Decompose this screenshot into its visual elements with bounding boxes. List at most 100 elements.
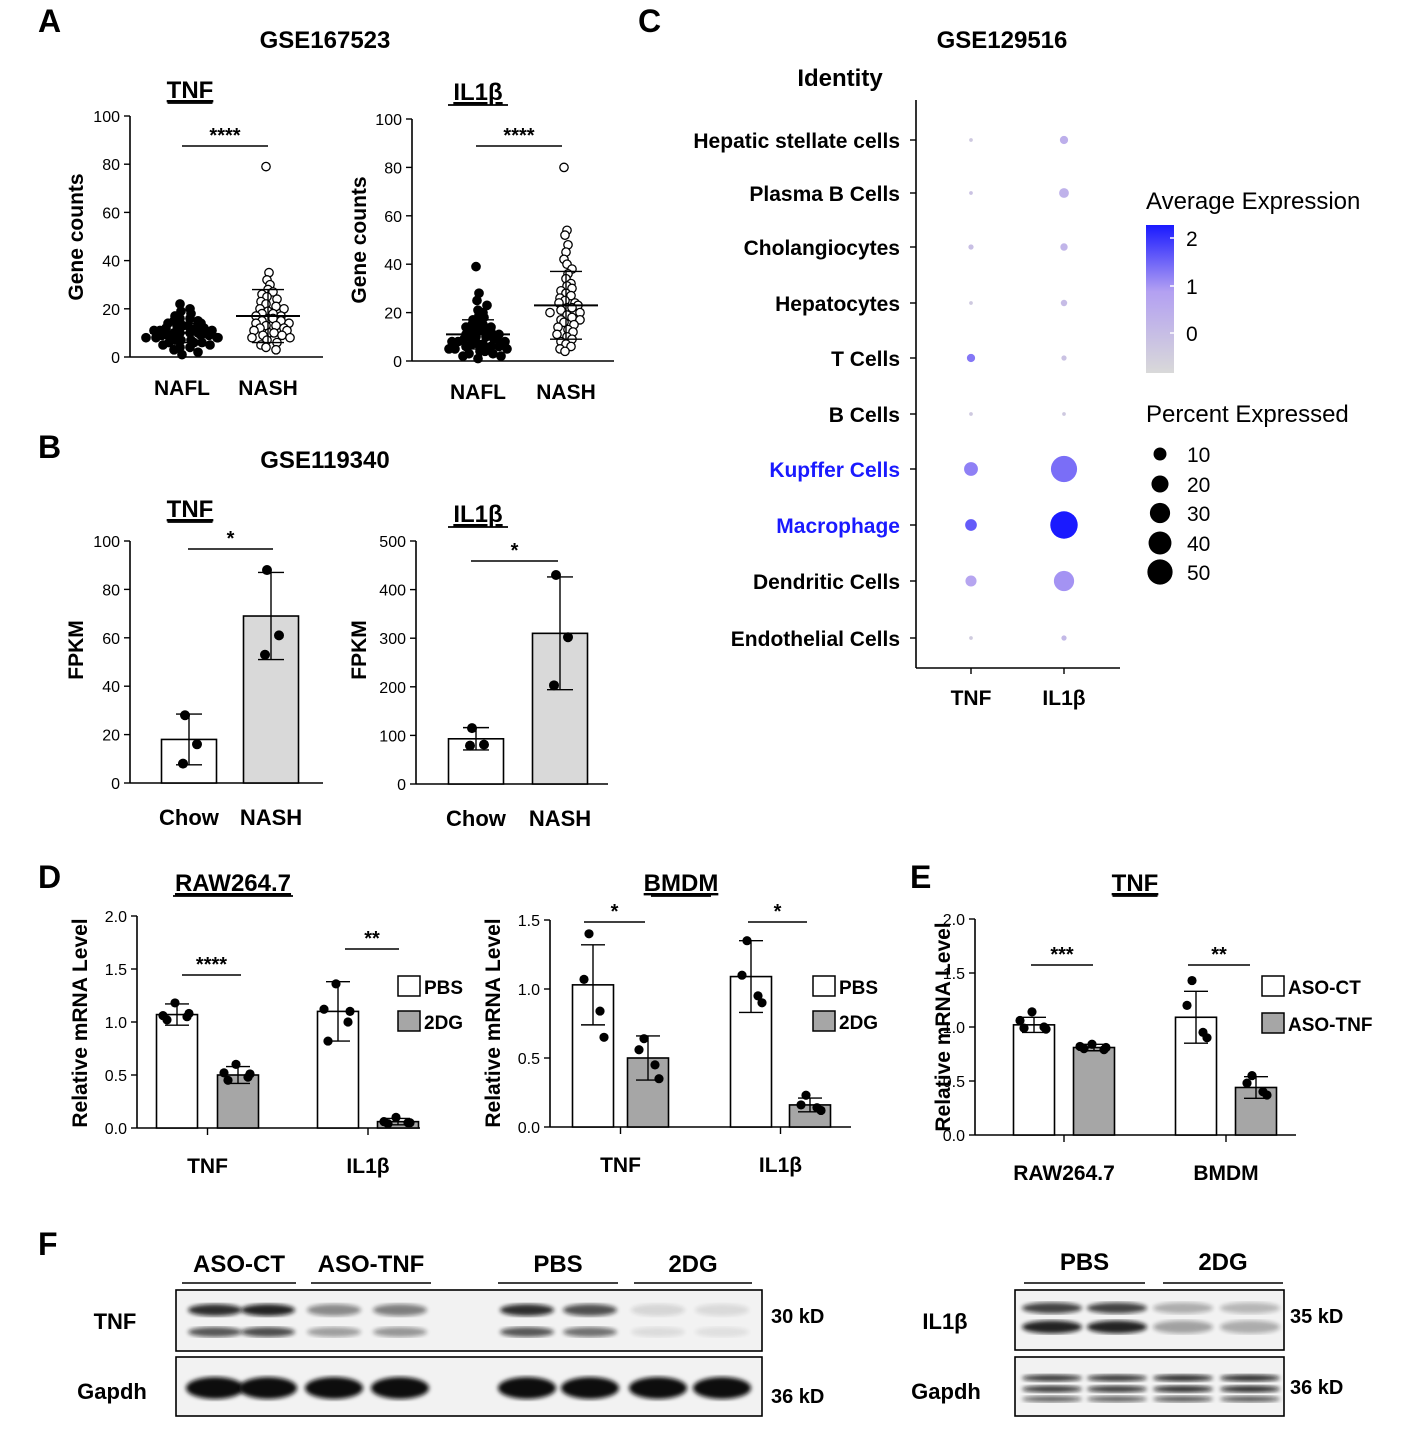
gapdh-band	[1153, 1396, 1213, 1402]
x-category-label: NASH	[240, 805, 302, 830]
y-tick-label: 60	[102, 205, 120, 222]
data-point	[184, 1008, 194, 1019]
color-legend-title: Average Expression	[1146, 188, 1360, 215]
data-point	[465, 740, 475, 751]
data-point	[753, 991, 763, 1001]
significance-label: *	[774, 901, 782, 923]
data-point	[331, 979, 341, 989]
y-tick-label: 0	[111, 350, 120, 367]
y-tick-label: 300	[379, 631, 406, 648]
data-point	[650, 1060, 660, 1070]
data-point	[1182, 1000, 1192, 1011]
x-category-label: TNF	[187, 1155, 228, 1178]
blot-il1b-right	[1014, 1289, 1285, 1351]
gapdh-band	[1022, 1374, 1082, 1382]
data-point	[405, 1118, 415, 1128]
gapdh-band	[1087, 1385, 1147, 1393]
data-point	[502, 344, 512, 354]
data-point	[654, 1074, 664, 1084]
color-tick-label: 2	[1186, 228, 1198, 251]
dot	[1059, 188, 1069, 198]
dot	[969, 138, 973, 142]
tnf-band-lower	[563, 1327, 617, 1337]
data-point	[1087, 1039, 1097, 1049]
gapdh-band	[1153, 1374, 1213, 1382]
data-point	[599, 1032, 609, 1042]
data-point	[639, 1034, 649, 1044]
gapdh-band	[1087, 1396, 1147, 1402]
data-point	[563, 632, 573, 643]
data-point	[1187, 975, 1197, 986]
data-point	[345, 1006, 355, 1017]
il1b-band	[1220, 1302, 1280, 1314]
y-axis-label: Gene counts	[65, 173, 88, 300]
x-category-label: IL1β	[759, 1154, 802, 1177]
y-tick-label: 100	[375, 112, 402, 129]
il1b-band-lower	[1220, 1320, 1280, 1334]
il1b-band	[1153, 1302, 1213, 1314]
x-category-label: NASH	[238, 377, 298, 400]
data-point	[223, 1075, 233, 1085]
data-point	[141, 332, 151, 343]
data-point	[1041, 1024, 1051, 1034]
data-point	[1015, 1015, 1025, 1026]
y-tick-label: 20	[102, 728, 120, 745]
gapdh-band	[629, 1377, 687, 1399]
y-tick-label: 40	[384, 257, 402, 274]
blot-group-label: PBS	[1060, 1249, 1109, 1276]
size-legend-dot	[1147, 559, 1173, 585]
gapdh-band	[693, 1377, 751, 1399]
y-tick-label: 1.0	[943, 1020, 965, 1037]
x-category-label: IL1β	[346, 1155, 389, 1178]
y-tick-label: 100	[93, 534, 120, 551]
blot-kd-label: 35 kD	[1290, 1306, 1343, 1328]
dot	[969, 636, 973, 640]
legend-label: 2DG	[839, 1013, 878, 1034]
panel-letter-d: D	[38, 859, 61, 895]
y-tick-label: 1.0	[105, 1015, 127, 1032]
y-axis-label: Relative mRNA Level	[69, 918, 92, 1127]
chart-title: TNF	[167, 496, 214, 523]
y-tick-label: 80	[102, 157, 120, 174]
y-axis-label: Relative mRNA Level	[932, 922, 955, 1131]
data-point	[274, 630, 284, 641]
data-point	[151, 332, 161, 343]
legend-label: 2DG	[424, 1013, 463, 1034]
blot-group-label: ASO-CT	[193, 1251, 285, 1278]
bar	[155, 1013, 199, 1129]
y-axis-label: Relative mRNA Level	[482, 918, 505, 1127]
data-point	[737, 970, 747, 980]
y-tick-label: 2.0	[943, 912, 965, 929]
data-point	[180, 710, 190, 721]
cell-type-label: Hepatic stellate cells	[693, 130, 900, 153]
blot-group-label: 2DG	[1198, 1249, 1247, 1276]
cell-type-label: Cholangiocytes	[744, 237, 900, 260]
tnf-band	[631, 1304, 685, 1316]
significance-label: **	[364, 928, 380, 950]
blot-group-label: PBS	[533, 1251, 582, 1278]
data-point	[269, 328, 279, 338]
data-point	[560, 346, 570, 357]
bar	[1012, 1024, 1056, 1136]
identity-label: Identity	[797, 65, 883, 92]
data-point	[391, 1112, 401, 1122]
y-tick-label: 20	[384, 306, 402, 323]
gapdh-band	[1220, 1374, 1280, 1382]
tnf-band-lower	[695, 1327, 749, 1337]
chart-b-il1b: 0 100 200 300 400 500 FPKM IL1β Chow NASH *	[348, 501, 608, 831]
y-axis-label: Gene counts	[348, 176, 371, 303]
gapdh-band	[1022, 1385, 1082, 1393]
chart-d-bmdm: 0.0 0.5 1.0 1.5 Relative mRNA Level BMDM TNF * I…	[482, 870, 878, 1177]
cell-type-label: T Cells	[831, 348, 900, 371]
significance-label: *	[511, 540, 519, 562]
dot-plot-c: Identity TNF IL1β Hepatic stellate cells Pla…	[693, 65, 1360, 710]
tnf-band-lower	[500, 1327, 554, 1337]
data-point	[1247, 1071, 1257, 1081]
gapdh-band	[561, 1377, 619, 1399]
chart-d-raw: 0.0 0.5 1.0 1.5 2.0 Relative mRNA Level RAW264…	[69, 870, 463, 1178]
x-category-label: RAW264.7	[1013, 1162, 1115, 1185]
size-legend-label: 30	[1187, 503, 1210, 526]
data-point	[170, 998, 180, 1008]
